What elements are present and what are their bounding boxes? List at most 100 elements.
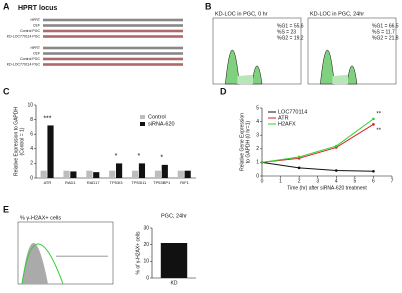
bar: [40, 170, 47, 178]
sequence: [43, 52, 183, 55]
x-tick-label: 3: [316, 178, 319, 184]
y-tick-label: 8: [30, 117, 33, 123]
bar: [160, 243, 188, 278]
point: [297, 155, 301, 159]
x-tick-label: KD: [171, 280, 178, 286]
flow-stat: %G1 = 66.5: [372, 23, 399, 29]
y-tick-label: 6: [30, 132, 33, 138]
y-axis-label: % of γ-H2AX+ cells: [135, 231, 141, 274]
row-label: KD-LOC770114 PGC: [7, 62, 41, 66]
series-line: [261, 161, 374, 172]
point: [260, 161, 264, 164]
x-tick-label: RAD1: [65, 180, 76, 185]
x-tick-label: 7: [391, 178, 394, 184]
row-label: HPRT: [31, 18, 41, 22]
flow-stat: %S = 23: [277, 29, 296, 35]
significance: *: [115, 153, 118, 160]
panel-label: E: [3, 204, 9, 214]
point: [297, 166, 301, 170]
flow-stat: %G1 = 55.6: [277, 23, 304, 29]
y-tick-label: 30: [143, 225, 149, 231]
y-tick-label: 5: [256, 105, 259, 111]
panel-label: B: [205, 1, 212, 11]
x-tick-label: RIF1: [180, 180, 189, 185]
sequence: [43, 18, 183, 22]
s-phase: [237, 74, 253, 84]
bar: [161, 164, 168, 178]
legend-swatch: [140, 115, 145, 119]
bar: [184, 170, 191, 178]
y-axis-label: to GAPDH (0 hr=1): [245, 120, 251, 163]
row-label: KD-LOC770114 PGC: [7, 34, 41, 38]
y-tick-label: 3: [256, 133, 259, 139]
y-tick-label: 4: [30, 146, 33, 152]
histogram-gray: [22, 243, 48, 284]
y-tick-label: 4: [256, 119, 259, 125]
x-tick-label: TP53BP1: [153, 180, 171, 185]
x-tick-label: RAD17: [87, 180, 101, 185]
y-axis-label: (Control = 1): [19, 127, 25, 155]
legend-label: Control: [148, 114, 166, 120]
x-tick-label: ATR: [44, 180, 52, 185]
x-tick-label: TP53I3: [110, 180, 124, 185]
bar: [93, 172, 100, 178]
y-axis-label: Relative Expression to GAPDH: [13, 107, 19, 176]
significance: **: [376, 128, 381, 134]
bar: [109, 170, 116, 178]
significance: *: [137, 153, 140, 160]
x-tick-label: 6: [372, 178, 375, 184]
flow-title: % γ-H2AX+ cells: [20, 215, 61, 221]
y-tick-label: 1: [256, 160, 259, 166]
sequence: [43, 24, 183, 27]
sequence: [43, 63, 183, 66]
bar: [177, 170, 184, 178]
s-phase: [332, 74, 348, 84]
series-line: [261, 118, 374, 163]
y-tick-label: 2: [256, 146, 259, 152]
histogram-green: [21, 243, 64, 285]
y-axis-label: Relative Gene Expression: [239, 113, 245, 171]
bar: [132, 170, 139, 178]
bar: [63, 170, 70, 178]
y-tick-label: 0: [256, 173, 259, 179]
sequence: [43, 29, 183, 33]
x-tick-label: 1: [279, 178, 282, 184]
row-label: Control PGC: [20, 57, 40, 61]
g2-peak: [346, 65, 358, 85]
x-tick-label: 5: [353, 178, 356, 184]
point: [334, 169, 338, 172]
bar: [154, 170, 162, 178]
row-label: CEF: [33, 51, 40, 55]
legend-label: LOC770114: [278, 109, 307, 115]
panel-label: A: [3, 1, 10, 11]
y-tick-label: 0: [146, 275, 149, 281]
legend-label: siRNA-620: [148, 121, 175, 127]
x-tick-label: 4: [335, 178, 338, 184]
bar: [116, 163, 123, 178]
x-axis-label: Time (hr) after siRNA-620 treatment: [287, 185, 367, 191]
y-tick-label: 0: [30, 175, 33, 181]
alignment-title: HPRT locus: [18, 5, 57, 12]
bar: [138, 163, 146, 178]
row-label: CEF: [33, 23, 40, 27]
flow-stat: %S = 11.7: [372, 29, 395, 35]
g2-peak: [251, 65, 263, 85]
y-tick-label: 20: [143, 242, 149, 248]
chart-title: PGC, 24hr: [161, 213, 187, 219]
sequence: [43, 46, 183, 50]
g1-peak: [225, 49, 240, 85]
point: [372, 117, 375, 121]
bar: [86, 170, 93, 178]
significance: *: [160, 155, 163, 162]
panel-label: D: [220, 86, 227, 96]
y-tick-label: 2: [30, 161, 33, 167]
significance: ***: [43, 115, 51, 122]
bar: [70, 171, 77, 178]
x-tick-label: TP53I11: [131, 180, 147, 185]
row-label: Control PGC: [20, 29, 40, 33]
row-label: HPRT: [31, 46, 41, 50]
y-tick-label: 10: [27, 102, 33, 108]
point: [334, 144, 338, 148]
point: [372, 169, 375, 173]
